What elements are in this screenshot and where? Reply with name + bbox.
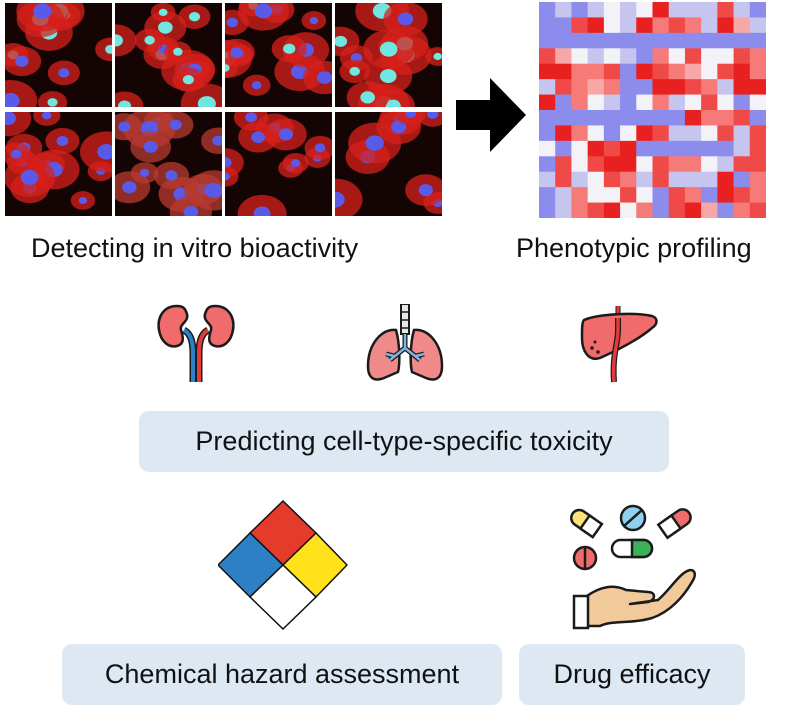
liver-icon	[580, 306, 658, 383]
micrograph-image	[225, 3, 332, 107]
micrograph-image	[5, 112, 112, 216]
micrograph-image	[225, 112, 332, 216]
efficacy-box: Drug efficacy	[519, 644, 745, 705]
hazard-diamond-icon	[218, 500, 348, 630]
toxicity-label: Predicting cell-type-specific toxicity	[195, 426, 613, 456]
micrograph-image	[335, 112, 442, 216]
arrow-right-icon	[456, 78, 526, 152]
kidney-icon	[157, 304, 235, 382]
hazard-box: Chemical hazard assessment	[62, 644, 502, 705]
micrograph-image	[335, 3, 442, 107]
heatmap	[539, 2, 766, 218]
micrograph-image	[115, 3, 222, 107]
pills-hand-icon	[570, 504, 696, 630]
caption-profiling: Phenotypic profiling	[516, 233, 752, 263]
efficacy-label: Drug efficacy	[553, 659, 711, 689]
micrograph-image	[5, 3, 112, 107]
hazard-label: Chemical hazard assessment	[104, 659, 460, 689]
micrograph-image	[115, 112, 222, 216]
micrograph-grid	[5, 3, 443, 219]
caption-bioactivity: Detecting in vitro bioactivity	[31, 233, 359, 263]
lungs-icon	[366, 304, 444, 381]
toxicity-box: Predicting cell-type-specific toxicity	[139, 411, 669, 472]
